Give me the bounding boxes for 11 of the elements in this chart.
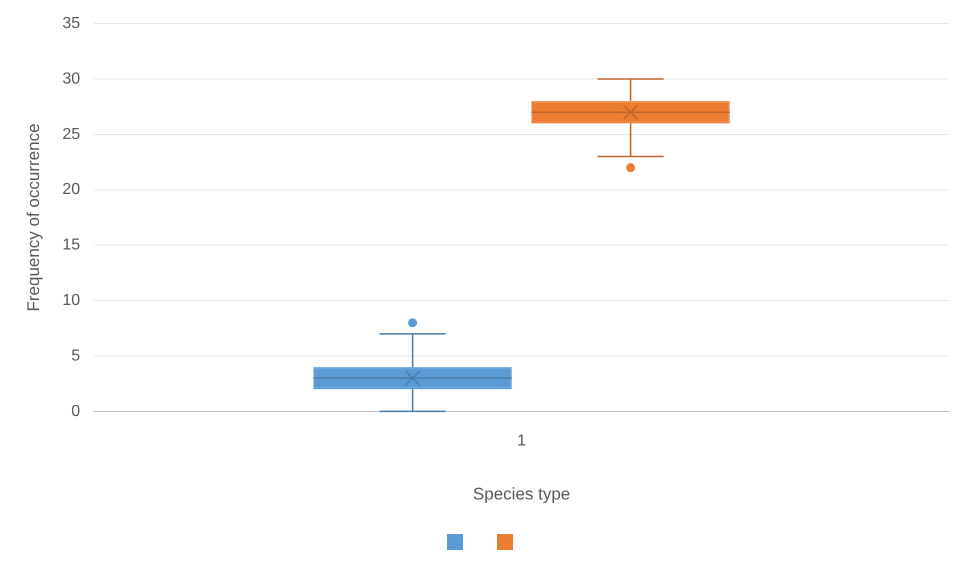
y-tick-label: 35 — [62, 15, 80, 32]
y-tick-label: 0 — [71, 402, 80, 420]
y-tick-label: 25 — [62, 126, 80, 143]
y-tick-label: 30 — [62, 70, 80, 88]
y-tick-label: 5 — [71, 347, 80, 364]
x-tick-label: 1 — [517, 432, 526, 450]
y-tick-label: 20 — [62, 181, 80, 198]
y-tick-label: 15 — [62, 236, 80, 254]
x-axis-title: Species type — [472, 484, 570, 504]
y-axis-title: Frequency of occurrence — [24, 123, 43, 312]
y-tick-label: 10 — [62, 292, 80, 310]
